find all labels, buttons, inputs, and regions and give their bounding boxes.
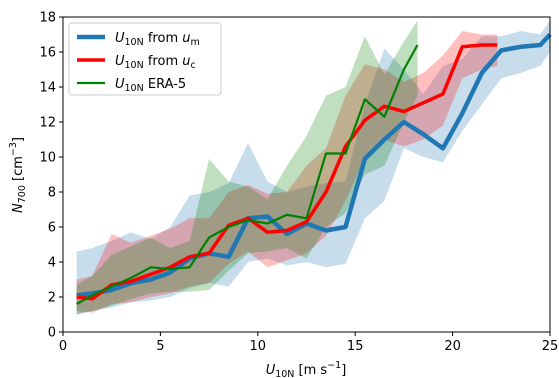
y-tick-label: 0 (48, 326, 56, 341)
y-tick-label: 14 (39, 81, 56, 96)
y-tick-label: 10 (39, 151, 56, 166)
x-axis-label-unit: [m s (294, 363, 327, 378)
y-tick-label: 6 (48, 221, 56, 236)
x-tick-label: 10 (250, 339, 267, 354)
x-tick-label: 0 (59, 339, 67, 354)
x-tick-label: 15 (347, 339, 364, 354)
x-tick-label: 25 (542, 339, 559, 354)
y-axis-label-unit-close: ] (11, 137, 26, 142)
y-axis-label-sub: 700 (17, 185, 28, 203)
x-tick-label: 20 (444, 339, 461, 354)
y-axis-label-unit-exp: −3 (8, 142, 19, 156)
y-axis-label-base: N (11, 203, 26, 213)
y-tick-label: 4 (48, 256, 56, 271)
x-tick-label: 5 (156, 339, 164, 354)
x-axis-label-unit-exp: −1 (327, 360, 341, 371)
x-axis-label-unit-close: ] (341, 363, 346, 378)
x-axis-ticks: 0 5 10 15 20 25 (59, 332, 558, 354)
x-axis-label-base: U (266, 363, 276, 378)
y-tick-label: 8 (48, 186, 56, 201)
x-axis-label: U10N [m s−1] (266, 360, 347, 378)
y-tick-label: 12 (39, 116, 56, 131)
y-tick-label: 16 (39, 46, 56, 61)
y-axis-label: N700 [cm−3] (8, 137, 28, 213)
legend: U10N from um U10N from uc U10N ERA-5 (69, 23, 221, 95)
y-axis-ticks: 0 2 4 6 8 10 12 14 16 18 (39, 11, 63, 341)
x-axis-label-sub: 10N (275, 369, 294, 378)
y-tick-label: 2 (48, 291, 56, 306)
y-tick-label: 18 (39, 11, 56, 26)
y-axis-label-unit: [cm (11, 156, 26, 185)
